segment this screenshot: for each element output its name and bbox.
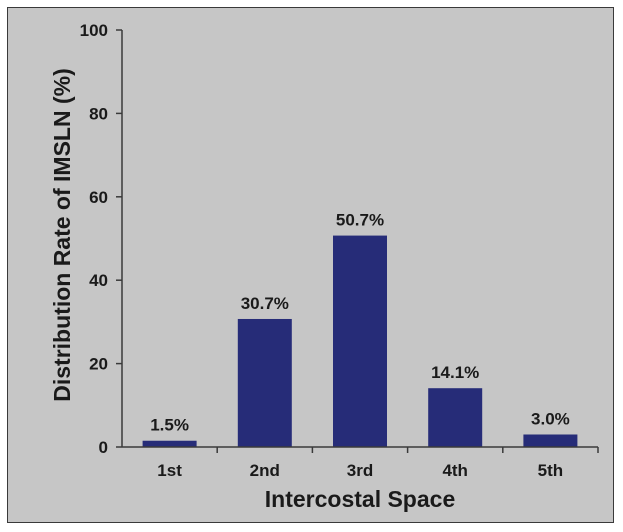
bar — [142, 440, 197, 447]
y-tick-label: 0 — [99, 438, 108, 457]
x-axis-title: Intercostal Space — [265, 486, 455, 512]
y-tick-label: 20 — [89, 355, 108, 374]
data-label: 1.5% — [150, 416, 189, 435]
x-tick-label: 4th — [442, 461, 468, 480]
x-tick-label: 5th — [538, 461, 564, 480]
chart-frame — [7, 7, 614, 523]
x-tick-label: 2nd — [250, 461, 280, 480]
bar — [237, 318, 292, 447]
bars: 1.5% 30.7% 50.7% 14.1% 3.0% — [142, 211, 578, 447]
x-tick-label: 1st — [157, 461, 182, 480]
x-tick-label: 3rd — [347, 461, 373, 480]
bar — [428, 388, 483, 447]
data-label: 14.1% — [431, 363, 479, 382]
bar — [333, 235, 387, 447]
y-tick-label: 100 — [80, 21, 108, 40]
y-tick-label: 80 — [89, 104, 108, 123]
x-axis-ticks: 1st 2nd 3rd 4th 5th — [157, 447, 599, 480]
y-tick-label: 60 — [89, 188, 108, 207]
y-axis-ticks: 0 20 40 60 80 100 — [80, 21, 122, 457]
data-label: 30.7% — [241, 294, 289, 313]
y-tick-label: 40 — [89, 271, 108, 290]
bar — [523, 434, 578, 447]
data-label: 50.7% — [336, 211, 384, 230]
y-axis-title: Distribution Rate of IMSLN (%) — [49, 68, 75, 401]
data-label: 3.0% — [531, 409, 570, 428]
